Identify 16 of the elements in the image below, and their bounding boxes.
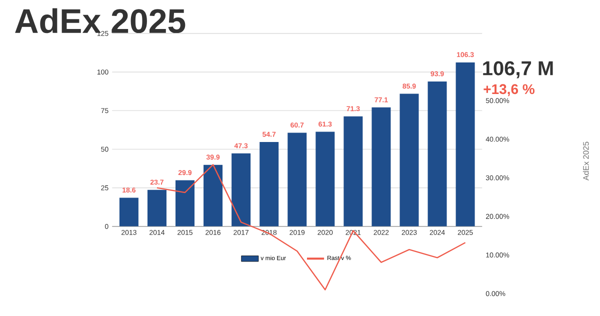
bar [176,180,195,226]
text: +13,6 % [484,84,534,96]
bar [456,62,475,226]
bar [147,190,166,226]
bar [288,132,307,226]
bar [316,132,335,226]
bar [344,116,363,226]
bar [400,94,419,226]
bar [232,153,251,226]
bar [428,81,447,226]
bar [204,164,223,226]
text: AdEx 2025 [582,142,589,181]
bar [260,142,279,226]
bar [119,198,138,226]
text: 106,7 M [483,61,553,78]
bar [372,107,391,226]
